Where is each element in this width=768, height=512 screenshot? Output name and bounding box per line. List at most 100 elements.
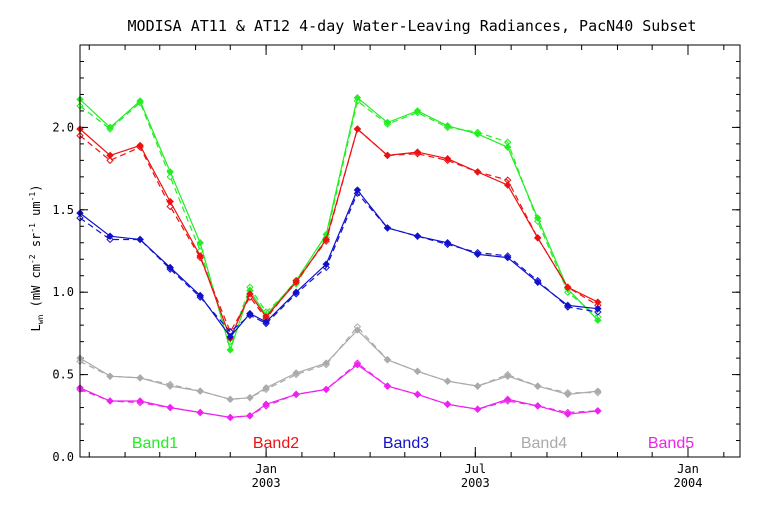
data-point-band2-at11 [106,151,114,160]
data-point-band4-at11 [594,387,602,395]
data-point-band3-at11 [262,318,270,326]
data-point-band5-at11 [196,408,204,417]
data-point-band5-at11 [226,413,234,422]
data-point-band2-at11 [534,234,542,242]
plot-frame [79,44,741,458]
data-point-band3-at11 [534,278,542,287]
data-point-band3-at11 [383,224,392,232]
data-point-band4-at11 [292,369,300,377]
data-point-band3-at11 [353,186,362,194]
data-point-band4-at11 [564,390,572,399]
data-point-band5-at11 [136,397,144,405]
legend-item-band2: Band2 [253,435,299,452]
data-point-band4-at11 [413,367,422,376]
data-point-band5-at11 [443,400,452,408]
data-point-band3-at11 [322,260,330,268]
series-layer [76,94,602,422]
data-point-band4-at11 [353,326,362,334]
data-point-band2-at11 [322,235,330,244]
data-point-band3-at11 [136,235,144,244]
series-line-band4-at11 [79,329,598,400]
data-point-band5-at11 [564,410,572,418]
data-point-band3-at11 [246,309,254,318]
data-point-band2-at11 [443,155,452,163]
data-point-band1-at11 [443,122,452,130]
data-point-band2-at11 [246,290,254,298]
data-point-band2-at11 [136,141,144,150]
data-point-band3-at11 [196,291,204,300]
data-point-band3-at11 [106,232,114,240]
data-point-band1-at11 [353,94,362,102]
chart-title: MODISA AT11 & AT12 4-day Water-Leaving R… [128,17,697,35]
data-point-band2-at11 [413,148,422,156]
data-point-band5-at11 [292,390,300,399]
x-tick-year: 2003 [252,476,281,490]
y-tick-label: 0.5 [52,368,74,382]
data-point-band5-at11 [246,412,254,420]
data-point-band3-at11 [226,332,234,341]
y-tick-label: 1.5 [52,203,74,217]
legend-item-band1: Band1 [132,435,178,452]
series-line-band5-at12 [79,362,598,419]
data-point-band1-at11 [196,239,204,247]
data-point-band5-at11 [106,397,114,405]
data-point-band3-at11 [503,253,512,262]
data-point-band3-at11 [166,263,174,272]
data-point-band3-at11 [292,288,300,296]
data-point-band5-at11 [262,400,270,408]
data-point-band4-at11 [262,384,270,392]
x-tick-month: Jul [464,462,486,476]
data-point-band4-at11 [383,356,392,364]
y-tick-label: 0.0 [52,450,74,464]
data-point-band1-at11 [136,97,144,105]
series-line-band5-at11 [79,363,598,419]
data-point-band1-at11 [226,346,234,354]
series-line-band3-at11 [79,188,598,338]
data-point-band1-at11 [383,118,392,127]
series-line-band1-at12 [79,99,599,344]
data-point-band5-at11 [503,395,512,404]
data-point-band5-at11 [322,385,330,394]
x-tick-month: Jan [255,462,277,476]
data-point-band2-at11 [383,151,392,160]
data-point-band2-at11 [196,252,204,260]
data-point-band3-at11 [413,232,422,240]
data-point-band1-at11 [594,316,602,324]
y-axis-label: Lwn (mW cm-2 sr-1 um-1) [28,185,45,332]
data-point-band4-at11 [503,372,512,380]
series-line-band1-at11 [79,96,599,352]
data-point-band5-at11 [166,403,174,412]
data-point-band5-at11 [383,382,392,390]
x-tick-year: 2004 [674,476,703,490]
data-point-band4-at11 [166,382,174,390]
data-point-band4-at11 [322,359,330,367]
data-point-band3-at12 [594,308,602,316]
data-point-band2-at11 [166,197,174,206]
data-point-band5-at11 [353,361,362,369]
data-point-band3-at11 [564,301,572,310]
data-point-band1-at12 [534,217,542,226]
legend: Band1 Band2 Band3 Band4 Band5 [132,435,694,452]
data-point-band4-at11 [246,393,254,402]
y-tick-label: 2.0 [52,120,74,134]
data-point-band2-at11 [503,181,512,189]
data-point-band1-at11 [166,168,174,176]
data-point-band2-at11 [564,283,572,291]
legend-item-band5: Band5 [648,435,694,452]
data-point-band2-at11 [353,125,362,133]
y-tick-label: 1.0 [52,285,74,299]
data-point-band3-at11 [473,250,482,259]
data-point-band1-at11 [106,123,114,132]
data-point-band4-at11 [473,382,482,390]
data-point-band4-at11 [106,372,114,380]
data-point-band3-at11 [443,239,452,247]
series-line-band3-at12 [79,192,598,333]
data-point-band4-at11 [443,377,452,385]
data-point-band4-at11 [534,382,542,390]
data-point-band1-at11 [534,214,542,222]
data-point-band5-at11 [534,402,542,410]
y-axis-ticks: 0.0 0.5 1.0 1.5 2.0 [52,60,740,464]
data-point-band5-at11 [413,390,422,399]
